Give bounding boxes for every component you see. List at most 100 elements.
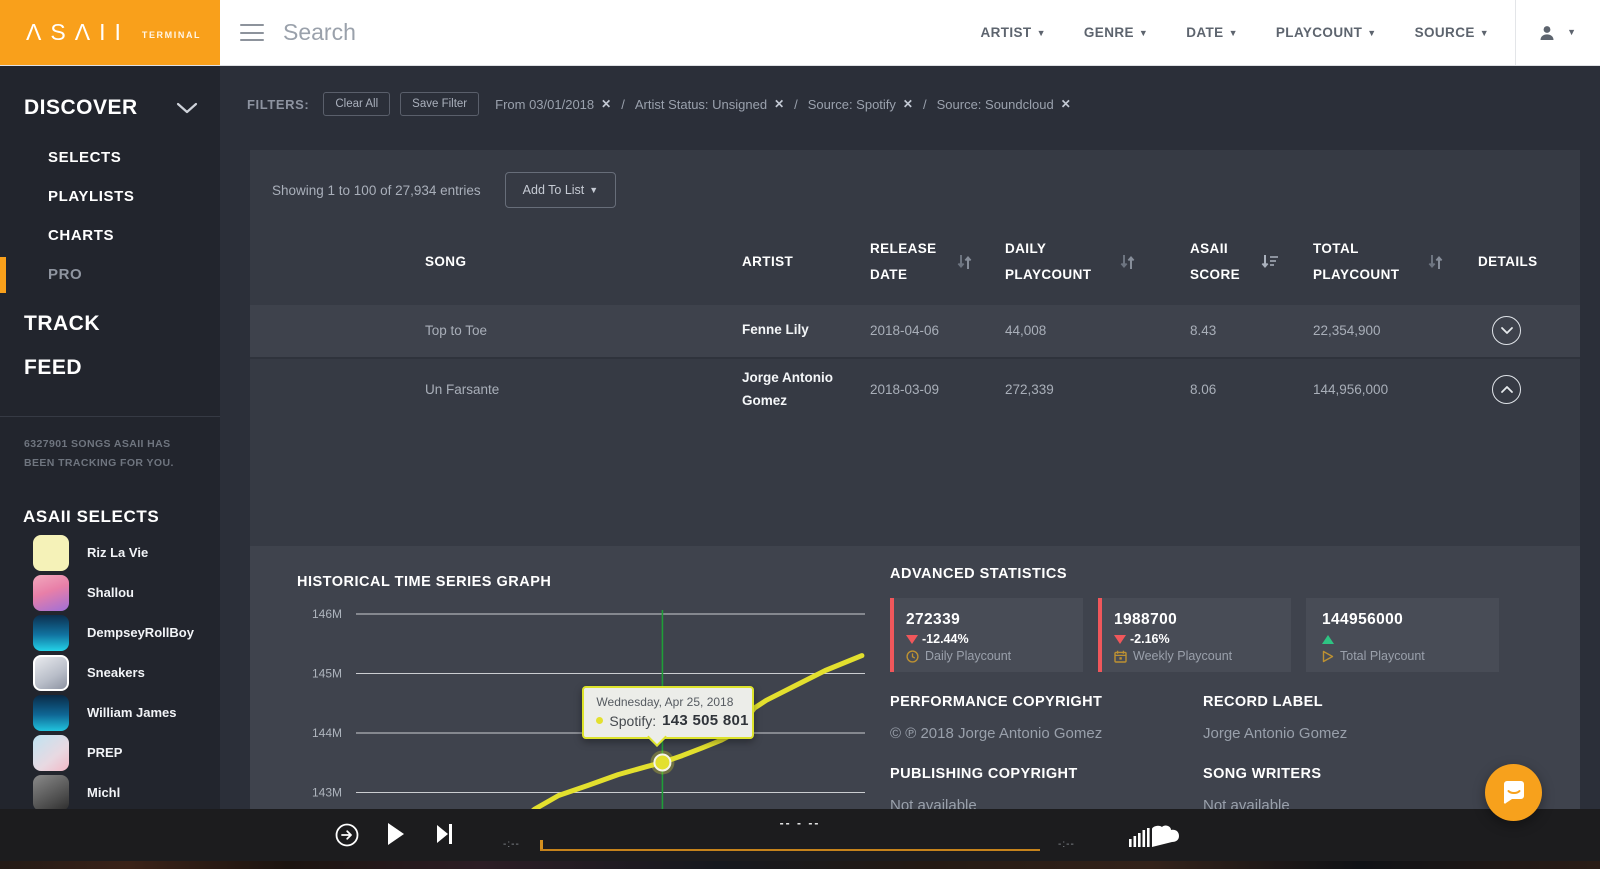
sort-desc-active-icon[interactable] bbox=[1260, 254, 1279, 270]
brand-logo[interactable]: ΛSΛII TERMINAL bbox=[0, 0, 220, 65]
sidebar-item-playlists[interactable]: PLAYLISTS bbox=[48, 188, 135, 205]
nav-dropdown-date[interactable]: DATE ▼ bbox=[1186, 25, 1238, 40]
sidebar-item-selects[interactable]: SELECTS bbox=[48, 149, 122, 166]
asaii-score-cell: 8.06 bbox=[1190, 382, 1217, 398]
sort-icon[interactable] bbox=[956, 254, 973, 270]
remove-filter-icon[interactable]: ✕ bbox=[1060, 97, 1071, 111]
nav-dropdown-genre[interactable]: GENRE ▼ bbox=[1084, 25, 1148, 40]
tooltip-value: 143 505 801 bbox=[662, 712, 749, 730]
sort-icon[interactable] bbox=[1427, 254, 1444, 270]
filter-chip-label: Source: Soundcloud bbox=[936, 96, 1054, 112]
chevron-down-icon: ▼ bbox=[1138, 28, 1149, 38]
svg-text:146M: 146M bbox=[312, 607, 342, 621]
save-filter-button[interactable]: Save Filter bbox=[400, 92, 480, 116]
top-bar-main: ARTIST▼ GENRE▼ DATE▼ PLAYCOUNT▼ SOURCE▼ … bbox=[220, 0, 1600, 65]
search-input[interactable] bbox=[281, 18, 981, 47]
stat-cards: 272339 -12.44% Daily Playcount 1988700 -… bbox=[890, 598, 1499, 672]
background-photo-strip bbox=[0, 861, 1600, 869]
list-item-artist[interactable]: Shallou bbox=[0, 573, 220, 613]
add-to-list-button[interactable]: Add To List ▼ bbox=[504, 172, 617, 208]
filter-chips: From 03/01/2018 ✕ / Artist Status: Unsign… bbox=[495, 97, 1071, 112]
nav-label: GENRE bbox=[1083, 25, 1134, 40]
record-label-heading: RECORD LABEL bbox=[1203, 694, 1323, 710]
stat-label: Weekly Playcount bbox=[1133, 649, 1233, 663]
artist-avatar bbox=[33, 614, 69, 651]
column-header-release-date[interactable]: RELEASE DATE bbox=[870, 236, 1005, 289]
column-header-details: DETAILS bbox=[1478, 254, 1538, 270]
sidebar-discover-children: SELECTS PLAYLISTS CHARTS PRO bbox=[0, 120, 220, 294]
column-header-song[interactable]: SONG bbox=[425, 254, 467, 270]
total-playcount-cell: 144,956,000 bbox=[1313, 382, 1389, 398]
chart-tooltip: Wednesday, Apr 25, 2018 Spotify: 143 505… bbox=[582, 686, 755, 740]
sidebar-item-track[interactable]: TRACK bbox=[24, 312, 100, 335]
artist-avatar bbox=[33, 774, 69, 811]
collapse-details-button[interactable] bbox=[1492, 375, 1521, 405]
soundcloud-icon[interactable] bbox=[1128, 819, 1184, 851]
stat-delta: -2.16% bbox=[1130, 632, 1170, 646]
remove-filter-icon[interactable]: ✕ bbox=[601, 97, 612, 111]
chat-launcher-button[interactable] bbox=[1485, 764, 1542, 821]
asaii-selects-list: Riz La Vie Shallou DempseyRollBoy Sneake… bbox=[0, 533, 220, 813]
chevron-down-icon: ▼ bbox=[589, 185, 599, 195]
song-cell: Top to Toe bbox=[425, 323, 488, 339]
continuous-play-icon[interactable] bbox=[334, 822, 360, 848]
daily-playcount-cell: 272,339 bbox=[1005, 382, 1054, 398]
artist-name: DempseyRollBoy bbox=[87, 625, 194, 641]
nav-dropdown-artist[interactable]: ARTIST ▼ bbox=[980, 25, 1045, 40]
table-row[interactable]: Un Farsante Jorge Antonio Gomez 2018-03-… bbox=[250, 356, 1580, 421]
track-title: -- - -- bbox=[779, 816, 821, 830]
table-row[interactable]: Top to Toe Fenne Lily 2018-04-06 44,008 … bbox=[250, 304, 1580, 357]
filter-chip-label: Source: Spotify bbox=[807, 96, 896, 112]
skip-next-button[interactable] bbox=[436, 822, 454, 846]
nav-dropdown-source[interactable]: SOURCE ▼ bbox=[1415, 25, 1489, 40]
stat-card-weekly-playcount: 1988700 -2.16% Weekly Playcount bbox=[1098, 598, 1291, 672]
list-item-artist[interactable]: Riz La Vie bbox=[0, 533, 220, 573]
filter-chip: Artist Status: Unsigned ✕ bbox=[635, 97, 784, 112]
remove-filter-icon[interactable]: ✕ bbox=[902, 97, 913, 111]
chevron-down-icon: ▼ bbox=[1479, 28, 1490, 38]
list-item-artist[interactable]: DempseyRollBoy bbox=[0, 613, 220, 653]
remove-filter-icon[interactable]: ✕ bbox=[774, 97, 785, 111]
sidebar-item-charts[interactable]: CHARTS bbox=[48, 227, 115, 244]
playhead[interactable] bbox=[540, 840, 543, 851]
artist-cell: Jorge Antonio Gomez bbox=[742, 369, 833, 408]
column-header-daily-playcount[interactable]: DAILY PLAYCOUNT bbox=[1005, 236, 1190, 289]
column-header-asaii-score[interactable]: ASAII SCORE bbox=[1190, 236, 1313, 289]
nav-dropdown-playcount[interactable]: PLAYCOUNT ▼ bbox=[1276, 25, 1377, 40]
series-dot-icon bbox=[596, 717, 604, 725]
hamburger-menu-icon[interactable] bbox=[240, 24, 264, 41]
tooltip-date: Wednesday, Apr 25, 2018 bbox=[596, 695, 734, 710]
progress-bar[interactable] bbox=[540, 849, 1040, 851]
publishing-copyright-heading: PUBLISHING COPYRIGHT bbox=[890, 766, 1078, 782]
daily-playcount-cell: 44,008 bbox=[1005, 323, 1047, 339]
svg-text:145M: 145M bbox=[312, 667, 342, 681]
list-item-artist[interactable]: PREP bbox=[0, 733, 220, 773]
svg-text:143M: 143M bbox=[312, 786, 342, 800]
list-item-artist[interactable]: William James bbox=[0, 693, 220, 733]
artist-name: William James bbox=[87, 705, 177, 721]
chip-separator: / bbox=[621, 96, 625, 112]
sidebar-item-pro[interactable]: PRO bbox=[0, 255, 220, 294]
time-series-chart[interactable]: 146M145M144M143M142M Wednesday, Apr 25, … bbox=[290, 604, 875, 869]
list-item-artist[interactable]: Sneakers bbox=[0, 653, 220, 693]
chevron-up-icon bbox=[1500, 386, 1513, 394]
song-cell: Un Farsante bbox=[425, 382, 500, 398]
tooltip-series-label: Spotify: bbox=[609, 712, 657, 729]
stat-value: 272339 bbox=[906, 611, 961, 628]
clear-all-button[interactable]: Clear All bbox=[323, 92, 391, 116]
sort-icon[interactable] bbox=[1119, 254, 1136, 270]
sidebar-item-feed[interactable]: FEED bbox=[24, 356, 83, 379]
artist-name: Michl bbox=[87, 785, 121, 801]
column-header-total-playcount[interactable]: TOTAL PLAYCOUNT bbox=[1313, 236, 1478, 289]
triangle-down-icon bbox=[906, 634, 918, 644]
artist-name: PREP bbox=[87, 745, 123, 761]
artist-avatar bbox=[33, 694, 69, 731]
triangle-down-icon bbox=[1114, 634, 1126, 644]
user-menu[interactable]: ▼ bbox=[1515, 0, 1576, 65]
expand-details-button[interactable] bbox=[1492, 316, 1521, 346]
sidebar-item-discover[interactable]: DISCOVER bbox=[0, 66, 220, 120]
play-button[interactable] bbox=[387, 822, 405, 846]
column-label: DAILY PLAYCOUNT bbox=[1005, 241, 1092, 283]
list-item-artist[interactable]: Michl bbox=[0, 773, 220, 813]
column-header-artist[interactable]: ARTIST bbox=[742, 254, 794, 270]
